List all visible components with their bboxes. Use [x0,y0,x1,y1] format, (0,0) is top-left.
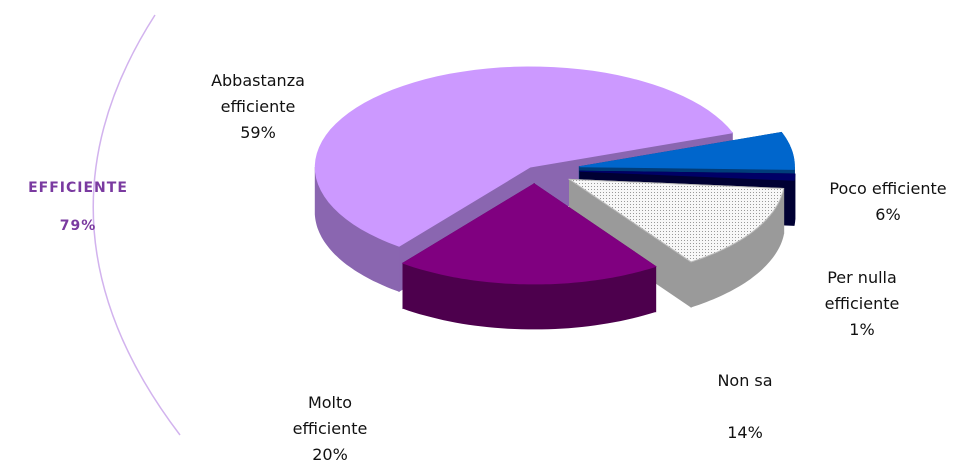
slice-value-label: 14% [727,423,763,442]
slice-side [793,174,796,226]
slice-top [579,131,795,170]
slice-value-label: 6% [875,205,901,224]
slice-value-label: 1% [849,320,875,339]
slice-value-label: 20% [312,445,348,462]
annotation-text: EFFICIENTE [28,180,128,196]
slice-top [567,178,785,263]
slice-top [579,170,796,181]
slice-label: Molto efficiente [292,393,368,438]
slice-label: Poco efficiente [829,179,947,198]
slice-label: Abbastanza efficiente [211,71,305,116]
slice-top [401,183,657,285]
slice-top [314,66,734,247]
slice-label: Per nulla efficiente [824,268,900,313]
annotation-value: 79% [59,218,97,234]
bracket-arc [92,14,181,436]
slice-value-label: 59% [240,123,276,142]
slice-label: Non sa [717,371,773,390]
